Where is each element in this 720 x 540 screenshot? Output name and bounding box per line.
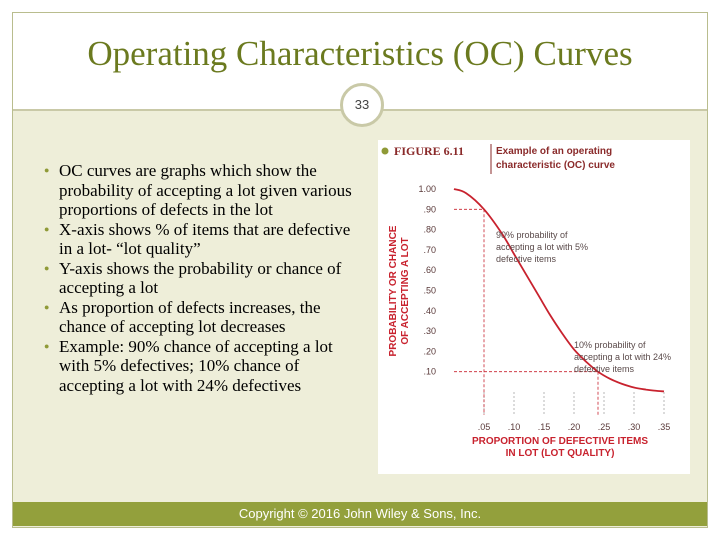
annotation-line: accepting a lot with 24% [574, 352, 671, 362]
bullet-text: As proportion of defects increases, the … [59, 297, 321, 337]
bullet-text: Y-axis shows the probability or chance o… [59, 258, 342, 298]
y-tick-label: .70 [423, 245, 436, 255]
plot-area: 1.00 .90 .80 .70 .60 .50 .40 .30 .20 .10 .05 .10 .15… [388, 184, 671, 459]
bullet-icon: ● [44, 340, 50, 351]
oc-curve-line [453, 188, 665, 393]
x-tick-label: .05 [478, 422, 491, 432]
chart-title-line: characteristic (OC) curve [496, 160, 615, 171]
bullet-item: ● OC curves are graphs which show the pro… [44, 161, 366, 220]
bullet-icon: ● [44, 301, 50, 312]
annotation-line: accepting a lot with 5% [496, 242, 588, 252]
y-tick-label: 1.00 [418, 184, 436, 194]
x-tick-label: .25 [598, 422, 611, 432]
y-axis-label-line: PROBABILITY OR CHANCE [388, 225, 399, 356]
annotation-line: defective items [574, 364, 635, 374]
x-tick-label: .35 [658, 422, 671, 432]
annotation-10-percent: 10% probability of accepting a lot with 2… [574, 340, 671, 374]
y-tick-label: .60 [423, 265, 436, 275]
x-axis-label: PROPORTION OF DEFECTIVE ITEMS IN LOT (LOT… [472, 436, 648, 459]
x-tick-label: .10 [508, 422, 521, 432]
figure-label: FIGURE 6.11 [394, 144, 464, 158]
bullet-icon: ● [44, 223, 50, 234]
oc-curve-chart: FIGURE 6.11 Example of an operating char… [381, 144, 671, 459]
annotation-line: 90% probability of [496, 230, 568, 240]
copyright-text: Copyright © 2016 John Wiley & Sons, Inc. [238, 506, 482, 521]
x-tick-label: .20 [568, 422, 581, 432]
page-number-badge: 33 [340, 83, 384, 127]
annotation-90-percent: 90% probability of accepting a lot with 5… [496, 230, 588, 264]
bullet-item: ● X-axis shows % of items that are defect… [44, 220, 366, 259]
annotation-line: defective items [496, 254, 557, 264]
figure-panel: FIGURE 6.11 Example of an operating char… [378, 140, 690, 474]
y-tick-label: .30 [423, 326, 436, 336]
y-tick-label: .80 [423, 225, 436, 235]
y-axis-label-line: OF ACCEPTING A LOT [400, 237, 411, 344]
y-tick-label: .40 [423, 306, 436, 316]
bullet-icon: ● [44, 165, 50, 175]
y-tick-label: .50 [423, 286, 436, 296]
x-axis-label-line: IN LOT (LOT QUALITY) [506, 448, 615, 459]
x-tick-label: .30 [628, 422, 641, 432]
y-axis-label: PROBABILITY OR CHANCEOF ACCEPTING A LOT [388, 225, 411, 356]
chart-title-line: Example of an operating [496, 146, 612, 157]
bullet-text: X-axis shows % of items that are defecti… [59, 219, 351, 259]
bullet-item: ● Example: 90% chance of accepting a lot … [44, 337, 366, 396]
bullet-text: Example: 90% chance of accepting a lot w… [59, 336, 333, 395]
y-tick-label: .10 [423, 367, 436, 377]
bullet-item: ● As proportion of defects increases, the… [44, 298, 366, 337]
figure-marker-icon [381, 147, 389, 155]
footer-band [13, 502, 707, 526]
y-tick-label: .90 [423, 204, 436, 214]
slide-title: Operating Characteristics (OC) Curves [87, 34, 633, 73]
bullet-item: ● Y-axis shows the probability or chance … [44, 259, 366, 298]
bullet-list: ● OC curves are graphs which show the pro… [44, 161, 366, 395]
annotation-line: 10% probability of [574, 340, 646, 350]
bullet-text: OC curves are graphs which show the prob… [59, 161, 352, 219]
x-axis-label-line: PROPORTION OF DEFECTIVE ITEMS [472, 436, 648, 447]
x-tick-label: .15 [538, 422, 551, 432]
chart-title: Example of an operating characteristic (… [496, 146, 615, 171]
y-tick-label: .20 [423, 346, 436, 356]
bullet-icon: ● [44, 262, 50, 273]
